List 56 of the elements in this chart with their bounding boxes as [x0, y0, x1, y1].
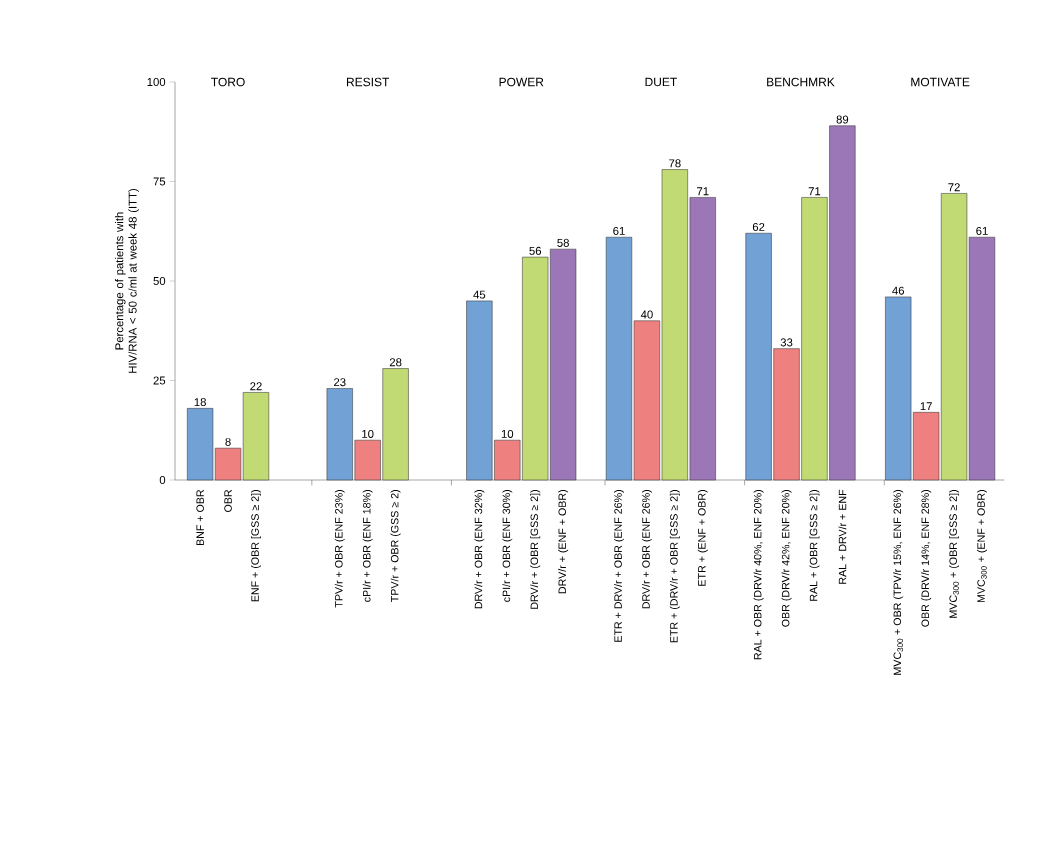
- x-tick-label: ETR + (ENF + OBR): [697, 490, 708, 586]
- data-label: 17: [920, 402, 932, 411]
- x-tick-label: MVC$_{300}$ + OBR (TPV/r 15%, ENF 26%): [893, 490, 904, 675]
- data-label: 78: [669, 159, 681, 168]
- x-tick-label: RAL + (OBR [GSS ≥ 2]): [809, 490, 820, 601]
- data-label: 22: [250, 382, 262, 391]
- annotation: DUET: [645, 77, 677, 87]
- data-label: 72: [948, 183, 960, 192]
- annotation: TORO: [211, 77, 245, 87]
- x-tick-label: MVC$_{300}$ + (OBR [GSS ≥ 2]): [949, 490, 960, 618]
- data-label: 33: [780, 338, 793, 347]
- annotation: POWER: [499, 77, 544, 87]
- annotation: BENCHMRK: [767, 77, 835, 87]
- x-tick-label: DRV/r + OBR (ENF 26%): [641, 490, 652, 609]
- data-label: 58: [557, 238, 569, 247]
- x-tick-label: ETR + (DRV/r + OBR [GSS ≥ 2]): [669, 490, 680, 643]
- x-tick-label: DRV/r + OBR (ENF 32%): [474, 490, 485, 609]
- x-tick-label: TPV/r + OBR (GSS ≥ 2): [390, 490, 401, 602]
- data-label: 61: [613, 226, 625, 235]
- data-label: 8: [225, 437, 231, 446]
- data-label: 40: [640, 310, 653, 319]
- data-label: 28: [389, 358, 402, 367]
- x-tick-label: RAL + OBR (DRV/r 40%, ENF 20%): [753, 490, 764, 660]
- y-tick-label: 75: [153, 177, 166, 186]
- x-tick-label: OBR (DRV/r 14%, ENF 28%): [921, 490, 932, 627]
- x-tick-label: OBR (DRV/r 42%, ENF 20%): [781, 490, 792, 627]
- x-tick-label: cPI/r + OBR (ENF 30%): [502, 490, 513, 602]
- x-tick-label: OBR: [224, 489, 232, 512]
- data-label: 23: [334, 378, 346, 387]
- x-tick-label: ETR + DRV/r + OBR (ENF 26%): [614, 490, 624, 642]
- data-label: 71: [697, 187, 709, 196]
- data-label: 62: [752, 222, 765, 231]
- x-tick-label: TPV/r + OBR (ENF 23%): [334, 490, 345, 608]
- y-tick-label: 100: [147, 77, 166, 86]
- x-tick-label: BNF + OBR: [196, 489, 204, 546]
- data-label: 71: [808, 187, 821, 196]
- data-label: 10: [362, 429, 374, 438]
- x-tick-label: DRV/r + (ENF + OBR): [558, 490, 569, 594]
- data-label: 61: [976, 226, 988, 235]
- x-tick-label: RAL + DRV/r + ENF: [838, 489, 847, 584]
- data-label: 56: [529, 246, 542, 255]
- data-label: 10: [501, 429, 514, 438]
- data-label: 89: [836, 115, 849, 124]
- y-tick-label: 50: [153, 276, 166, 285]
- x-tick-label: DRV/r + (OBR [GSS ≥ 2]): [530, 490, 541, 609]
- data-label: 18: [194, 398, 206, 407]
- y-axis-title: Percentage of patients with HIV/RNA < 50 c/ml at week 48 (ITT): [115, 188, 139, 373]
- data-label: 46: [892, 286, 905, 295]
- y-tick-label: 0: [159, 476, 166, 484]
- annotation: RESIST: [346, 77, 390, 87]
- annotation: MOTIVATE: [911, 77, 970, 87]
- data-label: 45: [473, 290, 486, 299]
- x-tick-label: ENF + (OBR [GSS ≥ 2]): [251, 490, 261, 602]
- x-tick-label: cPI/r + OBR (ENF 18%): [362, 490, 373, 602]
- y-tick-label: 25: [153, 376, 166, 385]
- x-tick-label: MVC$_{300}$ + (ENF + OBR): [977, 490, 987, 603]
